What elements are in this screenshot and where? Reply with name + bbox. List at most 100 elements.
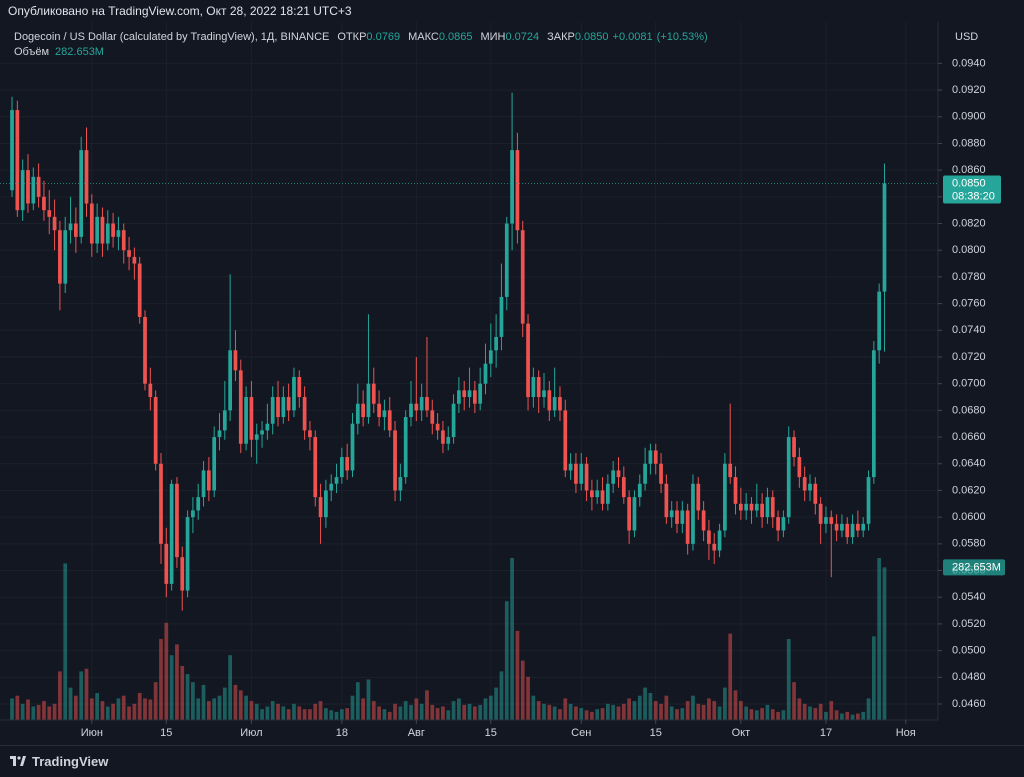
candle-body: [840, 523, 844, 531]
candle-body: [222, 410, 227, 431]
y-tick-label: 0.0880: [952, 137, 986, 149]
volume-bar: [861, 711, 866, 720]
candle-body: [547, 390, 552, 411]
y-tick-label: 0.0520: [952, 618, 986, 630]
volume-bar: [254, 703, 259, 720]
volume-bar: [228, 655, 232, 720]
y-tick-label: 0.0600: [952, 511, 986, 523]
volume-bar: [648, 693, 653, 720]
volume-bar: [834, 710, 839, 720]
volume-bar: [850, 714, 855, 720]
volume-bar: [526, 676, 530, 720]
candle-body: [590, 490, 594, 498]
volume-bar: [355, 682, 360, 720]
y-tick-label: 0.0860: [952, 164, 986, 176]
candle-body: [148, 383, 153, 398]
candle-body: [637, 483, 642, 498]
candle-body: [744, 503, 749, 511]
volume-layer: [10, 558, 887, 720]
volume-bar: [377, 706, 381, 720]
candle-body: [568, 463, 573, 471]
x-tick-label: Авг: [408, 727, 425, 739]
candle-body: [680, 510, 685, 524]
candle-body: [201, 470, 206, 498]
candle-body: [441, 430, 445, 444]
volume-bar: [281, 706, 286, 720]
legend-change-pct: (+10.53%): [656, 31, 708, 43]
candle-body: [595, 490, 600, 498]
candle-body: [159, 463, 163, 544]
candle-body: [121, 230, 126, 251]
candle-body: [20, 170, 25, 211]
candle-body: [281, 397, 286, 418]
volume-bar: [882, 567, 887, 720]
y-tick-label: 0.0800: [952, 244, 986, 256]
candle-body: [425, 397, 429, 411]
candle-body: [308, 430, 312, 438]
candle-body: [488, 350, 493, 364]
candle-body: [446, 437, 451, 444]
volume-bar: [403, 701, 408, 720]
volume-bar: [685, 701, 690, 720]
volume-bar: [478, 704, 483, 720]
currency-label: USD: [955, 31, 978, 43]
volume-bar: [20, 703, 25, 720]
candle-body: [770, 497, 775, 518]
volume-bar: [249, 701, 254, 720]
y-tick-label: 0.0760: [952, 298, 986, 310]
volume-bar: [52, 703, 57, 720]
volume-bar: [590, 711, 594, 720]
volume-bar: [276, 703, 280, 720]
candle-body: [36, 176, 41, 197]
y-tick-label: 0.0700: [952, 378, 986, 390]
candle-body: [435, 423, 440, 431]
candle-body: [861, 523, 866, 531]
y-tick-label: 0.0580: [952, 538, 986, 550]
volume-bar: [494, 687, 498, 720]
x-tick-label: 17: [820, 727, 832, 739]
volume-bar: [425, 690, 429, 720]
x-tick-label: 18: [336, 727, 348, 739]
candle-body: [707, 530, 711, 544]
candle-body: [781, 517, 786, 531]
volume-bar: [143, 698, 147, 720]
candle-body: [797, 457, 802, 478]
volume-bar: [754, 710, 759, 720]
candle-body: [627, 497, 631, 531]
volume-bar: [292, 703, 296, 720]
candle-body: [127, 250, 131, 257]
y-tick-label: 0.0660: [952, 431, 986, 443]
candle-body: [58, 230, 62, 284]
legend-change: +0.0081: [612, 31, 653, 43]
volume-bar: [238, 690, 243, 720]
volume-bar: [217, 695, 222, 720]
candle-body: [526, 323, 530, 398]
y-tick-label: 0.0780: [952, 271, 986, 283]
candle-body: [504, 223, 509, 297]
candle-body: [175, 483, 179, 558]
candle-body: [350, 423, 355, 471]
volume-bar: [866, 698, 871, 720]
volume-bar: [313, 703, 318, 720]
y-tick-label: 0.0460: [952, 698, 986, 710]
volume-bar: [856, 713, 860, 720]
volume-bar: [738, 701, 743, 720]
price-tag-label: 0.0850: [952, 177, 986, 189]
candle-body: [260, 430, 264, 435]
candle-body: [733, 477, 738, 504]
volume-bar: [813, 708, 818, 720]
candle-body: [856, 523, 860, 531]
volume-bar: [691, 695, 695, 720]
candle-body: [531, 377, 536, 398]
volume-bar: [339, 709, 344, 720]
volume-bar: [121, 695, 126, 720]
y-tick-label: 0.0500: [952, 645, 986, 657]
candle-body: [180, 557, 185, 591]
candle-body: [345, 457, 350, 471]
candle-body: [605, 483, 610, 504]
volume-bar: [510, 558, 514, 720]
y-tick-label: 0.0640: [952, 458, 986, 470]
candle-body: [382, 410, 387, 418]
volume-bar: [632, 701, 637, 720]
